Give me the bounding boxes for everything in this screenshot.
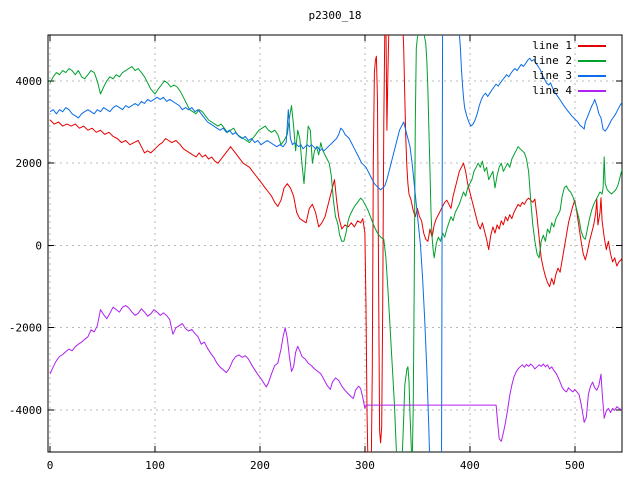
- legend: line 1 line 2 line 3 line 4: [532, 38, 606, 98]
- legend-item-line2: line 2: [532, 53, 606, 68]
- y-tick-label: 2000: [16, 157, 43, 170]
- x-tick-label: 500: [565, 459, 585, 472]
- y-tick-label: -2000: [9, 322, 42, 335]
- chart-title: p2300_18: [308, 9, 362, 22]
- legend-line-sample-blue: [578, 74, 606, 77]
- legend-label-line4: line 4: [532, 84, 572, 97]
- legend-label-line1: line 1: [532, 39, 572, 52]
- y-tick-label: -4000: [9, 404, 42, 417]
- x-tick-label: 0: [47, 459, 54, 472]
- plot-border: [47, 34, 623, 453]
- legend-label-line3: line 3: [532, 69, 572, 82]
- legend-item-line1: line 1: [532, 38, 606, 53]
- x-tick-label: 100: [145, 459, 165, 472]
- series-line-2: [49, 35, 622, 452]
- series-line-1: [49, 35, 622, 452]
- legend-label-line2: line 2: [532, 54, 572, 67]
- legend-line-sample-magenta: [578, 89, 606, 92]
- x-tick-label: 400: [460, 459, 480, 472]
- legend-line-sample-green: [578, 59, 606, 62]
- series-line-4: [49, 305, 622, 442]
- legend-line-sample-red: [578, 44, 606, 47]
- legend-item-line4: line 4: [532, 83, 606, 98]
- legend-item-line3: line 3: [532, 68, 606, 83]
- y-tick-label: 4000: [16, 75, 43, 88]
- series-line-3: [49, 35, 622, 452]
- x-tick-label: 300: [355, 459, 375, 472]
- x-tick-label: 200: [250, 459, 270, 472]
- y-tick-label: 0: [35, 239, 42, 252]
